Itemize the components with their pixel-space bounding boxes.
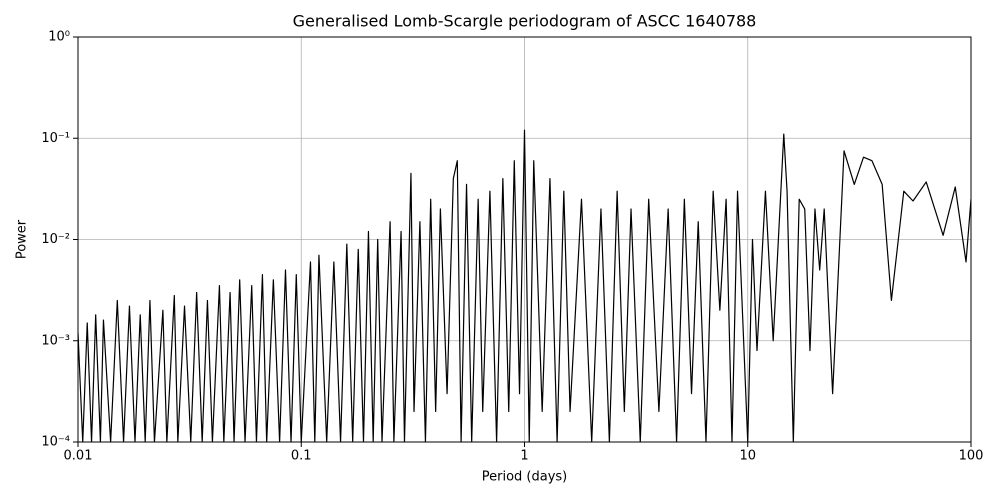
y-axis-label: Power <box>15 219 30 259</box>
x-tick-label: 0.01 <box>64 449 93 464</box>
x-tick-label: 10 <box>739 449 756 464</box>
x-axis-label: Period (days) <box>482 470 568 485</box>
plot-area <box>78 129 971 442</box>
ticks: 0.01 0.1 1 10 100 10⁻⁴ 10⁻³ 10⁻² 10⁻¹ 10⁰ <box>41 30 983 464</box>
y-tick-label: 10⁰ <box>48 30 70 45</box>
periodogram-line <box>78 129 971 442</box>
y-tick-label: 10⁻⁴ <box>41 435 70 450</box>
y-tick-label: 10⁻² <box>41 232 70 247</box>
chart-title: Generalised Lomb-Scargle periodogram of … <box>293 12 757 31</box>
y-tick-label: 10⁻³ <box>41 333 70 348</box>
x-tick-label: 1 <box>520 449 528 464</box>
x-tick-label: 0.1 <box>291 449 312 464</box>
y-tick-label: 10⁻¹ <box>41 131 70 146</box>
x-tick-label: 100 <box>959 449 984 464</box>
